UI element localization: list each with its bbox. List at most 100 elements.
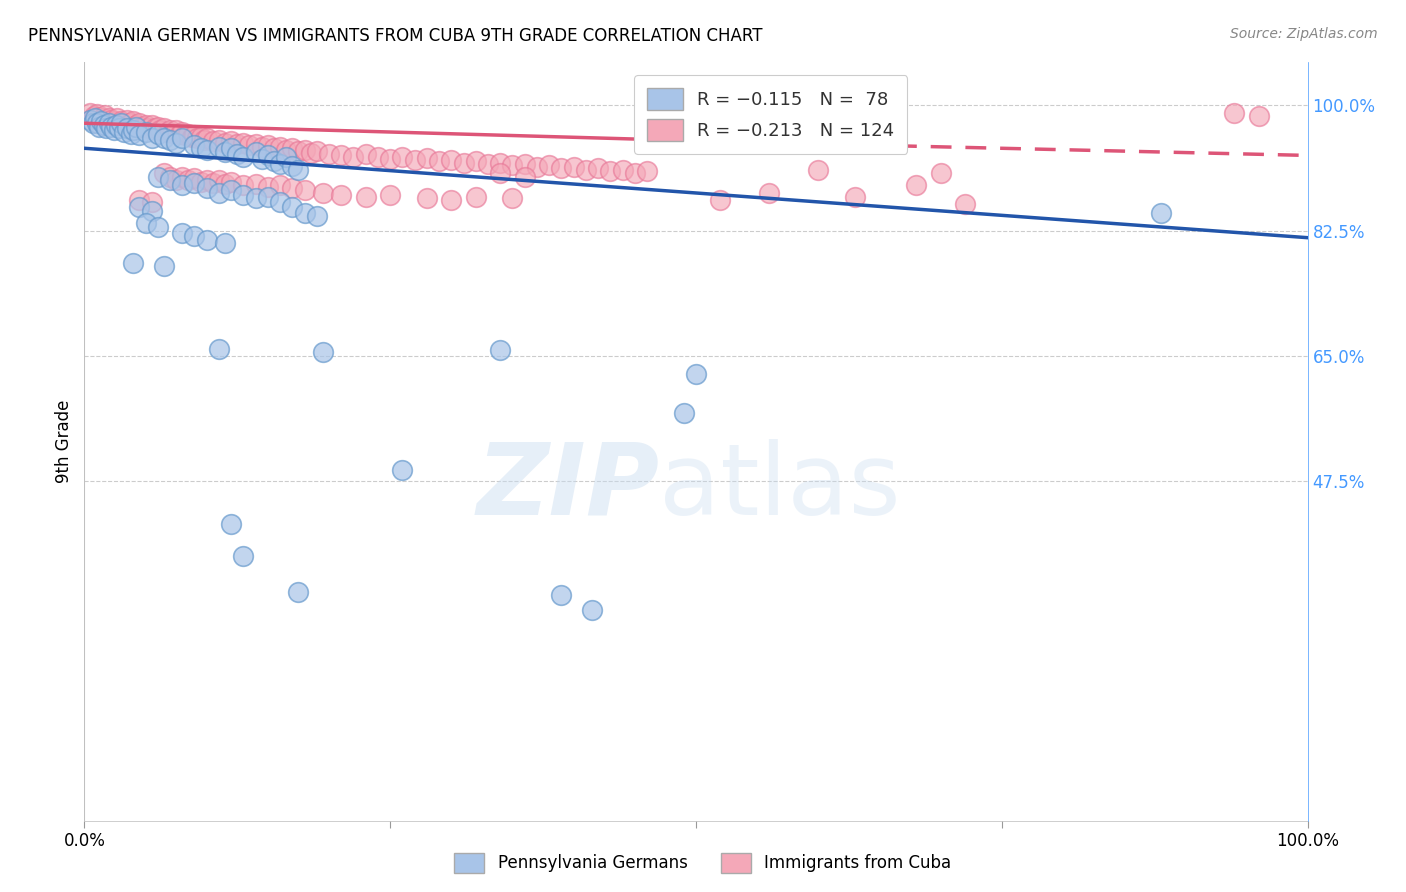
Point — [165, 123, 187, 137]
Point — [685, 367, 707, 381]
Point — [226, 136, 249, 151]
Point — [342, 150, 364, 164]
Point — [299, 145, 322, 160]
Point — [87, 120, 110, 134]
Point — [404, 153, 426, 167]
Point — [107, 121, 129, 136]
Point — [513, 169, 536, 184]
Point — [172, 130, 194, 145]
Point — [416, 191, 439, 205]
Point — [208, 173, 231, 187]
Y-axis label: 9th Grade: 9th Grade — [55, 400, 73, 483]
Point — [172, 125, 194, 139]
Point — [464, 190, 486, 204]
Point — [159, 173, 181, 187]
Point — [208, 133, 231, 147]
Point — [128, 193, 150, 207]
Point — [269, 178, 291, 193]
Point — [195, 173, 218, 187]
Point — [294, 205, 316, 219]
Point — [153, 260, 176, 274]
Point — [257, 138, 280, 153]
Point — [305, 144, 328, 158]
Legend: R = −0.115   N =  78, R = −0.213   N = 124: R = −0.115 N = 78, R = −0.213 N = 124 — [634, 75, 907, 153]
Point — [330, 148, 353, 162]
Point — [208, 186, 231, 200]
Point — [83, 109, 105, 123]
Point — [953, 197, 976, 211]
Point — [219, 516, 242, 531]
Point — [844, 190, 866, 204]
Point — [219, 183, 242, 197]
Point — [440, 193, 463, 207]
Point — [183, 171, 205, 186]
Point — [100, 112, 122, 127]
Point — [219, 175, 242, 189]
Point — [672, 406, 695, 420]
Point — [709, 193, 731, 207]
Point — [112, 116, 135, 130]
Point — [94, 108, 117, 122]
Point — [190, 141, 212, 155]
Point — [141, 194, 163, 209]
Point — [125, 119, 148, 133]
Point — [190, 129, 212, 144]
Point — [177, 173, 200, 187]
Point — [287, 162, 309, 177]
Point — [391, 463, 413, 477]
Point — [172, 169, 194, 184]
Point — [146, 169, 169, 184]
Point — [131, 120, 153, 134]
Point — [636, 164, 658, 178]
Point — [245, 145, 267, 159]
Point — [489, 343, 512, 357]
Point — [86, 115, 108, 129]
Point — [232, 150, 254, 164]
Point — [79, 105, 101, 120]
Point — [135, 125, 157, 139]
Point — [929, 166, 952, 180]
Point — [281, 141, 304, 155]
Point — [201, 176, 224, 190]
Point — [141, 204, 163, 219]
Point — [427, 154, 450, 169]
Point — [269, 140, 291, 154]
Point — [135, 216, 157, 230]
Point — [464, 154, 486, 169]
Point — [149, 122, 172, 136]
Point — [214, 136, 236, 150]
Point — [125, 120, 148, 134]
Point — [159, 122, 181, 136]
Point — [153, 121, 176, 136]
Point — [87, 110, 110, 124]
Point — [263, 154, 285, 169]
Point — [143, 121, 166, 136]
Point — [330, 187, 353, 202]
Point — [120, 127, 142, 141]
Point — [1223, 105, 1246, 120]
Point — [238, 138, 260, 153]
Point — [367, 150, 389, 164]
Point — [100, 120, 122, 134]
Point — [276, 150, 298, 164]
Point — [281, 159, 304, 173]
Point — [489, 166, 512, 180]
Point — [1247, 109, 1270, 123]
Point — [146, 127, 169, 141]
Point — [186, 131, 208, 145]
Point — [141, 130, 163, 145]
Point — [201, 134, 224, 148]
Point — [453, 155, 475, 169]
Point — [172, 226, 194, 240]
Point — [232, 549, 254, 563]
Point — [86, 107, 108, 121]
Point — [122, 123, 145, 137]
Point — [276, 143, 298, 157]
Point — [232, 187, 254, 202]
Point — [128, 200, 150, 214]
Point — [115, 112, 138, 127]
Point — [105, 119, 128, 133]
Point — [477, 157, 499, 171]
Point — [90, 114, 112, 128]
Point — [214, 235, 236, 250]
